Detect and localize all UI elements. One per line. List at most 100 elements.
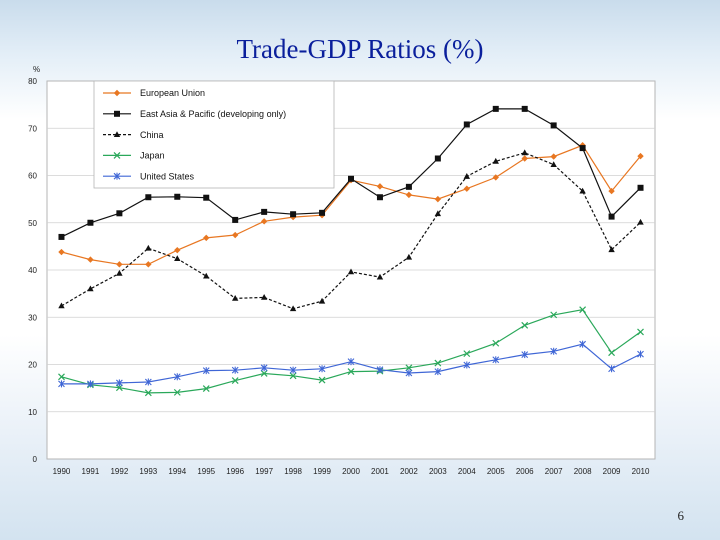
point-japan-2009 <box>608 349 615 357</box>
point-japan-2000 <box>347 368 355 376</box>
legend-item-china: China <box>103 130 164 140</box>
point-east-asia-pacific-developing-only-1995 <box>203 194 210 201</box>
point-united-states-2001 <box>376 366 384 374</box>
point-china-1991 <box>87 285 94 292</box>
point-east-asia-pacific-developing-only-2007 <box>550 122 557 129</box>
point-east-asia-pacific-developing-only-2003 <box>434 155 441 162</box>
point-japan-1995 <box>202 385 210 393</box>
point-united-states-1996 <box>231 366 239 374</box>
point-united-states-1993 <box>144 378 152 386</box>
legend-marker-east-asia-pacific-developing-only <box>114 110 120 117</box>
point-japan-2008 <box>579 306 587 314</box>
legend-marker-european-union <box>113 89 121 97</box>
y-tick-label-20: 20 <box>28 361 37 370</box>
point-east-asia-pacific-developing-only-1991 <box>87 219 94 226</box>
point-united-states-2010 <box>637 350 644 358</box>
point-east-asia-pacific-developing-only-1992 <box>116 210 123 217</box>
point-european-union-2002 <box>405 191 413 199</box>
point-european-union-2009 <box>608 187 615 195</box>
y-tick-label-80: 80 <box>28 77 37 86</box>
point-european-union-1994 <box>174 246 181 254</box>
legend-marker-japan <box>113 151 121 159</box>
legend-label-east-asia-pacific-developing-only: East Asia & Pacific (developing only) <box>140 109 286 119</box>
point-china-2009 <box>608 246 615 253</box>
x-tick-label-1995: 1995 <box>197 467 215 476</box>
legend-marker-united-states <box>113 172 121 180</box>
point-european-union-1992 <box>116 261 123 268</box>
point-east-asia-pacific-developing-only-2008 <box>579 145 586 152</box>
point-east-asia-pacific-developing-only-2000 <box>348 175 354 182</box>
point-east-asia-pacific-developing-only-1994 <box>174 193 181 200</box>
x-tick-label-2001: 2001 <box>371 467 389 476</box>
point-china-2004 <box>463 173 471 179</box>
point-china-1993 <box>145 244 152 251</box>
point-european-union-2001 <box>376 183 384 190</box>
series-east-asia-pacific-developing-only <box>58 105 644 240</box>
point-china-2007 <box>550 161 557 168</box>
point-china-2001 <box>376 273 384 280</box>
slide-page-number: 6 <box>677 508 685 523</box>
x-tick-label-2002: 2002 <box>400 467 418 476</box>
point-european-union-2006 <box>521 155 528 162</box>
x-tick-label-2009: 2009 <box>603 467 621 476</box>
point-european-union-2010 <box>637 152 644 160</box>
point-china-1997 <box>260 294 268 300</box>
y-tick-label-70: 70 <box>28 124 37 133</box>
legend-label-japan: Japan <box>140 151 165 161</box>
point-japan-2003 <box>434 359 442 367</box>
point-china-1995 <box>203 272 210 279</box>
point-china-1992 <box>116 269 123 276</box>
point-united-states-2008 <box>579 340 587 348</box>
x-tick-label-2004: 2004 <box>458 467 476 476</box>
point-european-union-1997 <box>260 218 268 225</box>
point-european-union-1995 <box>203 234 210 242</box>
point-japan-1990 <box>58 373 65 381</box>
point-east-asia-pacific-developing-only-2010 <box>637 184 644 191</box>
legend-item-european-union: European Union <box>103 88 205 98</box>
point-china-2003 <box>434 210 442 217</box>
point-united-states-1991 <box>87 380 94 388</box>
point-european-union-1990 <box>58 248 65 256</box>
point-european-union-2003 <box>434 195 442 203</box>
legend-item-united-states: United States <box>103 171 195 181</box>
x-tick-label-1996: 1996 <box>226 467 244 476</box>
point-japan-1997 <box>260 370 268 377</box>
point-united-states-1994 <box>173 373 181 381</box>
point-european-union-1993 <box>145 261 152 268</box>
point-japan-2004 <box>463 350 471 358</box>
point-european-union-1991 <box>87 256 94 263</box>
point-united-states-1999 <box>318 365 326 373</box>
point-china-1999 <box>318 297 326 304</box>
series-layer <box>58 105 644 397</box>
point-china-2008 <box>579 187 586 194</box>
point-japan-2010 <box>637 328 644 336</box>
x-tick-label-1999: 1999 <box>313 467 331 476</box>
point-china-2005 <box>492 157 499 164</box>
point-united-states-2007 <box>550 347 558 355</box>
y-tick-label-50: 50 <box>28 219 37 228</box>
y-tick-label-10: 10 <box>28 408 37 417</box>
x-tick-label-1991: 1991 <box>82 467 100 476</box>
point-united-states-2006 <box>521 351 529 359</box>
point-east-asia-pacific-developing-only-1990 <box>58 233 65 240</box>
y-tick-label-0: 0 <box>33 455 38 464</box>
legend-item-japan: Japan <box>103 151 165 161</box>
point-east-asia-pacific-developing-only-1999 <box>319 209 326 216</box>
point-japan-1996 <box>231 377 239 384</box>
point-european-union-2007 <box>550 153 557 160</box>
x-tick-label-2006: 2006 <box>516 467 534 476</box>
point-european-union-1996 <box>231 231 239 239</box>
point-united-states-1990 <box>58 380 65 388</box>
point-china-2006 <box>521 149 528 156</box>
point-european-union-2004 <box>463 185 471 192</box>
axes: % 0 10 20 30 40 50 60 70 80 1990 1991 1992 1993 1994 1… <box>28 65 650 476</box>
point-united-states-1995 <box>202 367 210 375</box>
x-tick-label-2005: 2005 <box>487 467 505 476</box>
x-tick-label-1997: 1997 <box>255 467 273 476</box>
y-tick-label-40: 40 <box>28 266 37 275</box>
point-east-asia-pacific-developing-only-1998 <box>290 211 297 218</box>
series-japan <box>58 306 644 397</box>
point-east-asia-pacific-developing-only-2005 <box>492 105 499 112</box>
point-united-states-2009 <box>608 365 615 373</box>
point-japan-2002 <box>405 364 413 372</box>
